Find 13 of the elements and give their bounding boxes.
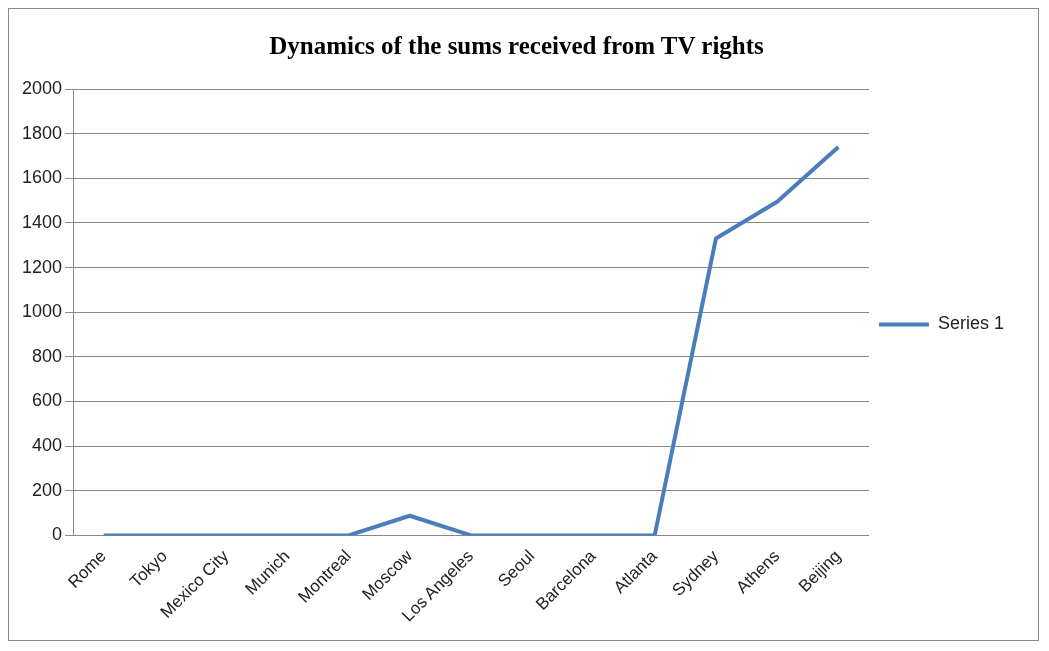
y-tick-label: 1200 bbox=[22, 256, 63, 277]
y-tick-label: 1400 bbox=[22, 211, 63, 232]
y-tick-label: 0 bbox=[52, 524, 63, 545]
y-tick-label: 200 bbox=[32, 479, 63, 500]
y-tick-label: 800 bbox=[32, 345, 63, 366]
y-tick-label: 1800 bbox=[22, 122, 63, 143]
legend-label: Series 1 bbox=[937, 313, 1005, 334]
y-tick-label: 1000 bbox=[22, 301, 63, 322]
y-tick-label: 1600 bbox=[22, 167, 63, 188]
y-tick-label: 600 bbox=[32, 390, 63, 411]
y-tick-label: 2000 bbox=[22, 77, 63, 98]
chart-title: Dynamics of the sums received from TV rights bbox=[269, 32, 765, 60]
y-tick-label: 400 bbox=[32, 435, 63, 456]
